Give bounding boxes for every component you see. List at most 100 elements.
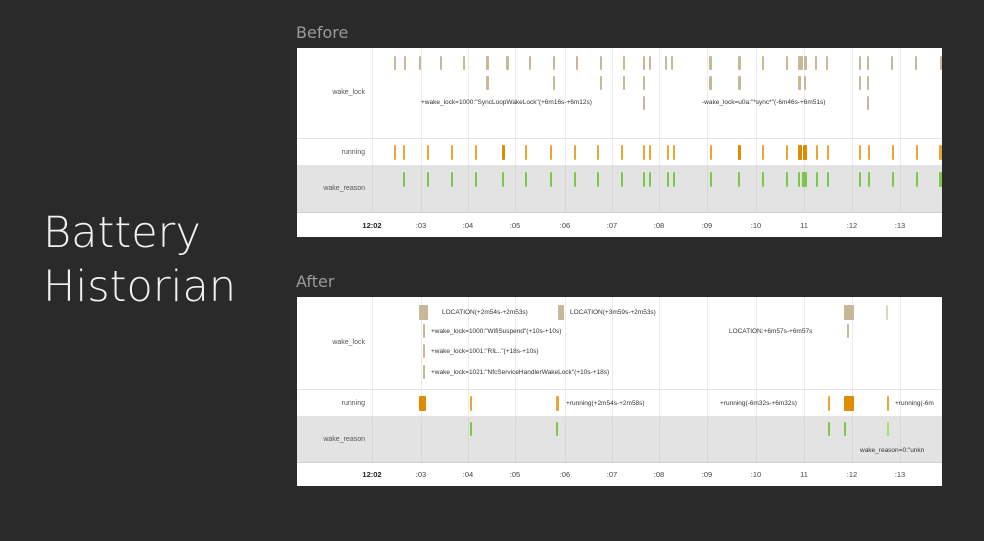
running-event[interactable] xyxy=(597,145,599,160)
running-event[interactable] xyxy=(859,145,861,160)
wake-reason-event[interactable] xyxy=(574,172,576,187)
wake-reason-event[interactable] xyxy=(844,422,846,436)
wake-lock-event[interactable] xyxy=(859,56,861,70)
running-event[interactable] xyxy=(673,145,675,160)
wake-lock-event[interactable] xyxy=(826,56,828,70)
running-event[interactable] xyxy=(470,396,472,411)
running-event[interactable] xyxy=(786,145,788,160)
wake-reason-event[interactable] xyxy=(798,172,800,187)
wake-reason-event[interactable] xyxy=(710,172,712,187)
wake-lock-event[interactable] xyxy=(486,76,489,90)
wake-lock-event[interactable] xyxy=(649,56,651,70)
running-event[interactable] xyxy=(643,145,645,160)
wake-reason-event[interactable] xyxy=(550,172,552,187)
wake-reason-event[interactable] xyxy=(827,172,829,187)
wake-reason-event[interactable] xyxy=(621,172,623,187)
running-event[interactable] xyxy=(403,145,405,160)
wake-lock-event[interactable] xyxy=(643,56,645,70)
wake-reason-event[interactable] xyxy=(649,172,651,187)
wake-lock-event[interactable] xyxy=(891,56,893,70)
wake-lock-event[interactable] xyxy=(623,76,625,90)
wake-lock-event[interactable] xyxy=(709,56,712,70)
wake-lock-event[interactable] xyxy=(867,56,869,70)
wake-lock-event[interactable] xyxy=(394,56,396,70)
wake-lock-event[interactable] xyxy=(867,76,869,90)
wake-lock-event[interactable] xyxy=(798,56,803,70)
running-event[interactable] xyxy=(939,145,942,160)
wake-lock-event[interactable] xyxy=(553,76,555,90)
wake-lock-event[interactable] xyxy=(423,344,425,358)
wake-lock-event[interactable] xyxy=(738,56,741,70)
running-event[interactable] xyxy=(844,396,854,411)
running-event[interactable] xyxy=(621,145,623,160)
location-event[interactable] xyxy=(847,324,849,338)
wake-lock-event[interactable] xyxy=(576,56,578,70)
running-event[interactable] xyxy=(798,145,802,160)
wake-reason-event[interactable] xyxy=(916,172,918,187)
wake-lock-event[interactable] xyxy=(423,365,425,379)
running-event[interactable] xyxy=(649,145,651,160)
wake-reason-event[interactable] xyxy=(597,172,599,187)
wake-reason-event[interactable] xyxy=(667,172,669,187)
running-event[interactable] xyxy=(762,145,764,160)
wake-lock-event[interactable] xyxy=(440,56,442,70)
wake-reason-event[interactable] xyxy=(868,172,870,187)
wake-reason-event[interactable] xyxy=(859,172,861,187)
wake-lock-event[interactable] xyxy=(463,56,465,70)
wake-reason-event[interactable] xyxy=(643,172,645,187)
running-event[interactable] xyxy=(916,145,918,160)
wake-reason-event[interactable] xyxy=(828,422,830,436)
wake-lock-event[interactable] xyxy=(506,56,509,70)
location-event[interactable] xyxy=(886,305,888,320)
wake-lock-event[interactable] xyxy=(867,96,869,110)
running-event[interactable] xyxy=(816,145,818,160)
wake-lock-event[interactable] xyxy=(804,76,806,90)
running-event[interactable] xyxy=(574,145,576,160)
location-event[interactable] xyxy=(844,305,854,320)
wake-lock-event[interactable] xyxy=(940,56,942,70)
wake-reason-event[interactable] xyxy=(556,422,558,436)
wake-lock-event[interactable] xyxy=(804,56,807,70)
wake-lock-event[interactable] xyxy=(671,56,673,70)
running-event[interactable] xyxy=(887,396,889,411)
running-event[interactable] xyxy=(475,145,477,160)
wake-lock-event[interactable] xyxy=(623,56,625,70)
wake-lock-event[interactable] xyxy=(786,56,788,70)
wake-reason-event[interactable] xyxy=(673,172,675,187)
wake-reason-event[interactable] xyxy=(502,172,504,187)
wake-lock-event[interactable] xyxy=(762,56,764,70)
wake-reason-event[interactable] xyxy=(475,172,477,187)
location-event[interactable] xyxy=(558,305,564,320)
wake-reason-event[interactable] xyxy=(786,172,788,187)
wake-lock-event[interactable] xyxy=(815,56,817,70)
running-event[interactable] xyxy=(892,145,894,160)
location-event[interactable] xyxy=(419,305,428,320)
wake-lock-event[interactable] xyxy=(404,56,406,70)
running-event[interactable] xyxy=(803,145,807,160)
wake-reason-event[interactable] xyxy=(403,172,405,187)
running-event[interactable] xyxy=(556,396,559,411)
wake-reason-event[interactable] xyxy=(802,172,807,187)
running-event[interactable] xyxy=(525,145,527,160)
wake-lock-event[interactable] xyxy=(529,56,531,70)
wake-lock-event[interactable] xyxy=(600,76,602,90)
running-event[interactable] xyxy=(419,396,426,411)
wake-lock-event[interactable] xyxy=(600,56,602,70)
wake-lock-event[interactable] xyxy=(665,56,667,70)
wake-reason-event[interactable] xyxy=(451,172,453,187)
wake-lock-event[interactable] xyxy=(915,56,917,70)
wake-reason-event[interactable] xyxy=(816,172,818,187)
wake-lock-event[interactable] xyxy=(486,56,489,70)
running-event[interactable] xyxy=(451,145,453,160)
running-event[interactable] xyxy=(710,145,712,160)
running-event[interactable] xyxy=(828,396,830,411)
running-event[interactable] xyxy=(738,145,741,160)
wake-reason-event[interactable] xyxy=(525,172,527,187)
running-event[interactable] xyxy=(502,145,505,160)
running-event[interactable] xyxy=(667,145,669,160)
wake-lock-event[interactable] xyxy=(423,324,425,338)
wake-lock-event[interactable] xyxy=(859,76,861,90)
running-event[interactable] xyxy=(868,145,870,160)
wake-lock-event[interactable] xyxy=(419,56,421,70)
wake-reason-event[interactable] xyxy=(892,172,894,187)
